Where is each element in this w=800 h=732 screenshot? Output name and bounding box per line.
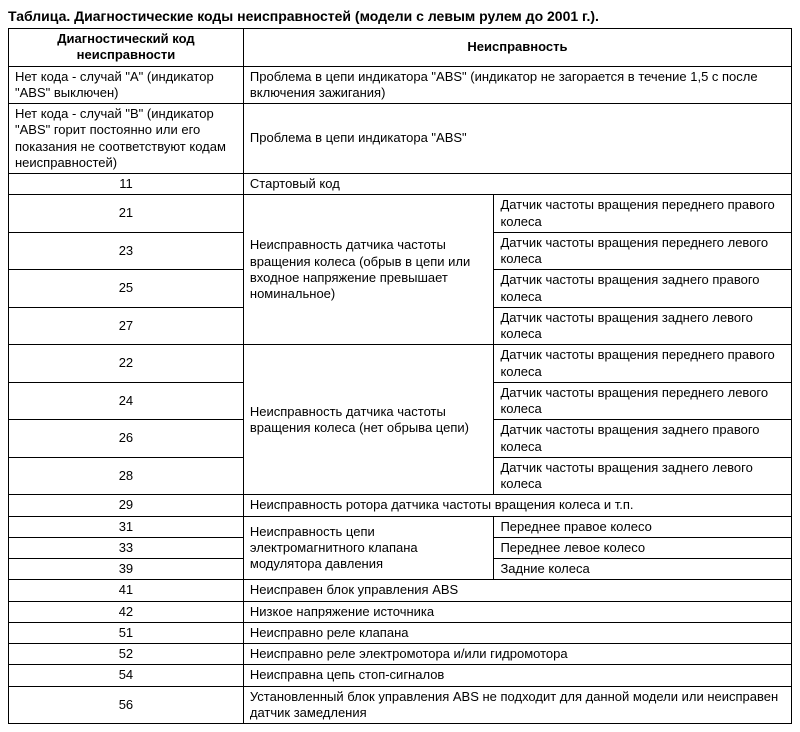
fault-cell: Неисправен блок управления ABS <box>243 580 791 601</box>
fault-cell: Неисправность ротора датчика частоты вра… <box>243 495 791 516</box>
table-row: 31 Неисправность цепи электромагнитного … <box>9 516 792 537</box>
table-row: 29 Неисправность ротора датчика частоты … <box>9 495 792 516</box>
code-cell: 25 <box>9 270 244 308</box>
code-cell: 26 <box>9 420 244 458</box>
fault-right-cell: Датчик частоты вращения переднего правог… <box>494 345 792 383</box>
code-cell: 21 <box>9 195 244 233</box>
fault-mid-cell: Неисправность датчика частоты вращения к… <box>243 345 494 495</box>
code-cell: 29 <box>9 495 244 516</box>
code-cell: 24 <box>9 382 244 420</box>
table-row: 11 Стартовый код <box>9 174 792 195</box>
code-cell: 54 <box>9 665 244 686</box>
fault-cell: Неисправно реле электромотора и/или гидр… <box>243 644 791 665</box>
fault-right-cell: Переднее левое колесо <box>494 537 792 558</box>
fault-cell: Проблема в цепи индикатора "ABS" (индика… <box>243 66 791 104</box>
table-title: Таблица. Диагностические коды неисправно… <box>8 8 792 24</box>
fault-cell: Проблема в цепи индикатора "ABS" <box>243 104 791 174</box>
code-cell: 41 <box>9 580 244 601</box>
code-cell: Нет кода - случай "А" (индикатор "ABS" в… <box>9 66 244 104</box>
header-code: Диагностический код неисправности <box>9 29 244 67</box>
fault-cell: Неисправно реле клапана <box>243 622 791 643</box>
table-row: 21 Неисправность датчика частоты вращени… <box>9 195 792 233</box>
code-cell: Нет кода - случай "В" (индикатор "ABS" г… <box>9 104 244 174</box>
table-row: Нет кода - случай "В" (индикатор "ABS" г… <box>9 104 792 174</box>
code-cell: 23 <box>9 232 244 270</box>
table-row: Нет кода - случай "А" (индикатор "ABS" в… <box>9 66 792 104</box>
fault-right-cell: Задние колеса <box>494 559 792 580</box>
table-header-row: Диагностический код неисправности Неиспр… <box>9 29 792 67</box>
fault-cell: Низкое напряжение источника <box>243 601 791 622</box>
diagnostic-codes-table: Диагностический код неисправности Неиспр… <box>8 28 792 724</box>
fault-mid-cell: Неисправность датчика частоты вращения к… <box>243 195 494 345</box>
table-row: 52 Неисправно реле электромотора и/или г… <box>9 644 792 665</box>
code-cell: 28 <box>9 457 244 495</box>
code-cell: 42 <box>9 601 244 622</box>
fault-right-cell: Переднее правое колесо <box>494 516 792 537</box>
fault-right-cell: Датчик частоты вращения переднего левого… <box>494 382 792 420</box>
code-cell: 56 <box>9 686 244 724</box>
code-cell: 11 <box>9 174 244 195</box>
fault-right-cell: Датчик частоты вращения заднего левого к… <box>494 307 792 345</box>
table-row: 54 Неисправна цепь стоп-сигналов <box>9 665 792 686</box>
fault-mid-cell: Неисправность цепи электромагнитного кла… <box>243 516 494 580</box>
code-cell: 27 <box>9 307 244 345</box>
fault-right-cell: Датчик частоты вращения переднего левого… <box>494 232 792 270</box>
code-cell: 51 <box>9 622 244 643</box>
fault-right-cell: Датчик частоты вращения заднего правого … <box>494 420 792 458</box>
fault-cell: Неисправна цепь стоп-сигналов <box>243 665 791 686</box>
code-cell: 39 <box>9 559 244 580</box>
code-cell: 22 <box>9 345 244 383</box>
table-row: 22 Неисправность датчика частоты вращени… <box>9 345 792 383</box>
fault-right-cell: Датчик частоты вращения переднего правог… <box>494 195 792 233</box>
header-fault: Неисправность <box>243 29 791 67</box>
code-cell: 31 <box>9 516 244 537</box>
table-row: 41 Неисправен блок управления ABS <box>9 580 792 601</box>
table-row: 51 Неисправно реле клапана <box>9 622 792 643</box>
fault-cell: Установленный блок управления ABS не под… <box>243 686 791 724</box>
code-cell: 52 <box>9 644 244 665</box>
fault-right-cell: Датчик частоты вращения заднего правого … <box>494 270 792 308</box>
fault-right-cell: Датчик частоты вращения заднего левого к… <box>494 457 792 495</box>
fault-cell: Стартовый код <box>243 174 791 195</box>
code-cell: 33 <box>9 537 244 558</box>
table-row: 56 Установленный блок управления ABS не … <box>9 686 792 724</box>
table-row: 42 Низкое напряжение источника <box>9 601 792 622</box>
